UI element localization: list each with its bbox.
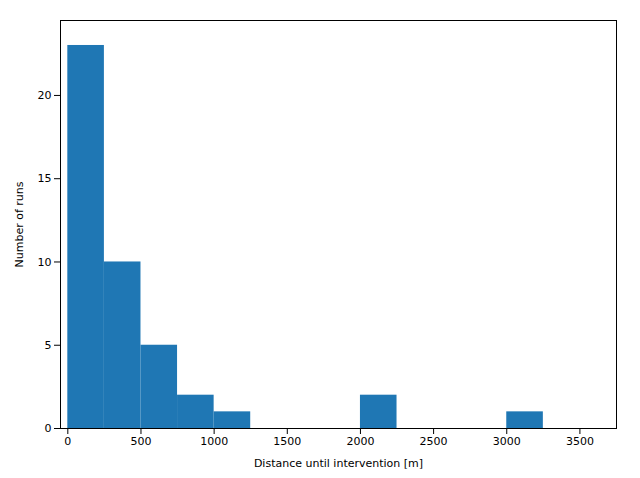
svg-text:10: 10 — [38, 255, 52, 268]
svg-text:0: 0 — [45, 422, 52, 435]
svg-text:Distance until intervention [m: Distance until intervention [m] — [254, 457, 423, 470]
svg-text:5: 5 — [45, 339, 52, 352]
svg-text:15: 15 — [38, 172, 52, 185]
svg-text:2500: 2500 — [420, 435, 448, 448]
svg-text:3000: 3000 — [493, 435, 521, 448]
svg-text:1000: 1000 — [200, 435, 228, 448]
svg-text:500: 500 — [130, 435, 151, 448]
svg-text:3500: 3500 — [566, 435, 594, 448]
svg-text:0: 0 — [64, 435, 71, 448]
svg-text:1500: 1500 — [273, 435, 301, 448]
svg-text:Number of runs: Number of runs — [13, 181, 26, 267]
svg-text:20: 20 — [38, 89, 52, 102]
svg-text:2000: 2000 — [346, 435, 374, 448]
